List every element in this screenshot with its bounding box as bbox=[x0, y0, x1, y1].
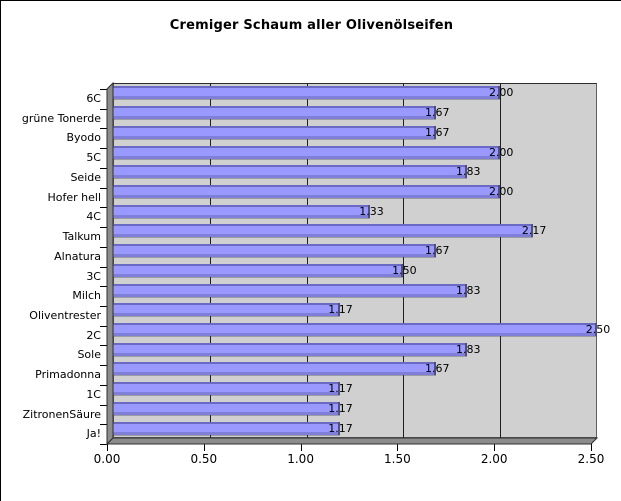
bar-value-label: 1.50 bbox=[392, 263, 417, 277]
bar[interactable] bbox=[113, 224, 534, 238]
category-label: grüne Tonerde bbox=[21, 111, 101, 125]
bar-value-label: 2.17 bbox=[521, 224, 547, 238]
bar-value-label: 1.17 bbox=[328, 303, 353, 317]
category-label: 4C bbox=[86, 210, 101, 224]
y-axis-tick bbox=[100, 424, 108, 426]
bar-value-label: 1.17 bbox=[328, 401, 353, 415]
bar[interactable] bbox=[113, 421, 340, 435]
x-axis-label: 2.50 bbox=[577, 452, 605, 466]
x-axis-label: 2.00 bbox=[480, 452, 508, 466]
bar-value-label: 2.00 bbox=[488, 184, 514, 198]
category-label: 6C bbox=[86, 92, 101, 105]
x-axis-tick bbox=[107, 444, 108, 451]
x-axis-label: 0.00 bbox=[93, 452, 121, 466]
bar-value-label: 1.67 bbox=[425, 362, 450, 376]
category-label: Seide bbox=[70, 170, 101, 184]
bar[interactable] bbox=[113, 244, 437, 258]
category-label: Alnatura bbox=[54, 249, 101, 263]
bar-value-label: 1.83 bbox=[456, 165, 481, 179]
bar[interactable] bbox=[113, 106, 437, 120]
bar[interactable] bbox=[113, 303, 340, 317]
x-axis-tick bbox=[300, 444, 302, 451]
bar-value-label: 2.50 bbox=[585, 323, 611, 337]
y-axis-tick bbox=[100, 246, 108, 248]
x-axis-tick bbox=[591, 444, 592, 451]
y-axis-tick bbox=[100, 345, 108, 347]
y-axis-tick bbox=[100, 167, 108, 169]
y-axis-tick bbox=[100, 187, 108, 189]
category-label: 2C bbox=[86, 328, 101, 342]
y-axis-tick bbox=[100, 108, 108, 110]
gridline bbox=[403, 83, 405, 438]
gridline bbox=[306, 83, 308, 438]
y-axis-tick bbox=[100, 384, 108, 386]
bar[interactable] bbox=[113, 323, 597, 337]
y-axis-tick bbox=[100, 444, 108, 445]
y-axis-tick bbox=[100, 148, 108, 150]
bar[interactable] bbox=[113, 165, 468, 179]
category-label: Milch bbox=[72, 289, 101, 303]
x-axis-tick bbox=[397, 444, 399, 451]
bar[interactable] bbox=[113, 362, 437, 376]
bar-value-label: 2.00 bbox=[488, 86, 514, 100]
category-label: Oliventrester bbox=[29, 308, 101, 322]
y-axis-tick bbox=[100, 404, 108, 406]
x-axis-label: 1.50 bbox=[384, 452, 411, 466]
bar[interactable] bbox=[113, 204, 371, 218]
category-label: ZitronenSäure bbox=[22, 407, 101, 421]
plot-area bbox=[113, 83, 597, 438]
bar-value-label: 1.83 bbox=[456, 283, 481, 297]
bar[interactable] bbox=[113, 263, 404, 277]
x-axis-label: 1.00 bbox=[287, 452, 314, 466]
bar-value-label: 1.17 bbox=[328, 382, 353, 396]
gridline bbox=[500, 83, 502, 438]
x-axis-label: 0.50 bbox=[190, 452, 218, 466]
x-axis-tick bbox=[494, 444, 496, 451]
category-label: 5C bbox=[86, 151, 101, 165]
chart-title: Cremiger Schaum aller Olivenölseifen bbox=[169, 18, 454, 33]
y-axis-tick bbox=[100, 286, 108, 288]
bar[interactable] bbox=[113, 125, 437, 139]
bar[interactable] bbox=[113, 401, 340, 415]
chart-floor bbox=[105, 437, 599, 445]
bar-value-label: 1.67 bbox=[425, 125, 450, 139]
gridline bbox=[209, 83, 211, 438]
bar-value-label: 1.33 bbox=[359, 204, 384, 218]
bar[interactable] bbox=[113, 145, 501, 159]
category-label: Byodo bbox=[66, 131, 102, 145]
bar[interactable] bbox=[113, 342, 468, 356]
bar-value-label: 1.83 bbox=[456, 342, 481, 356]
y-axis-tick bbox=[100, 89, 108, 90]
category-label: Sole bbox=[77, 348, 101, 362]
y-axis-tick bbox=[100, 325, 108, 327]
bar-value-label: 1.67 bbox=[425, 106, 450, 120]
category-label: 3C bbox=[86, 269, 101, 283]
category-label: Primadonna bbox=[35, 368, 101, 382]
y-axis-tick bbox=[100, 305, 108, 307]
category-label: Ja! bbox=[86, 427, 101, 441]
bar[interactable] bbox=[113, 86, 501, 100]
bar[interactable] bbox=[113, 382, 340, 396]
bar[interactable] bbox=[113, 184, 501, 198]
y-axis-tick bbox=[100, 365, 108, 367]
bar[interactable] bbox=[113, 283, 468, 297]
bar-value-label: 1.17 bbox=[328, 421, 353, 435]
category-label: Hofer hell bbox=[47, 190, 101, 204]
y-axis-tick bbox=[100, 227, 108, 229]
bar-value-label: 1.67 bbox=[425, 244, 450, 258]
bar-value-label: 2.00 bbox=[488, 145, 514, 159]
category-label: Talkum bbox=[62, 230, 101, 244]
y-axis-tick bbox=[100, 266, 108, 268]
x-axis-tick bbox=[203, 444, 205, 451]
y-axis-tick bbox=[100, 128, 108, 130]
category-label: 1C bbox=[86, 387, 101, 401]
y-axis-tick bbox=[100, 207, 108, 209]
